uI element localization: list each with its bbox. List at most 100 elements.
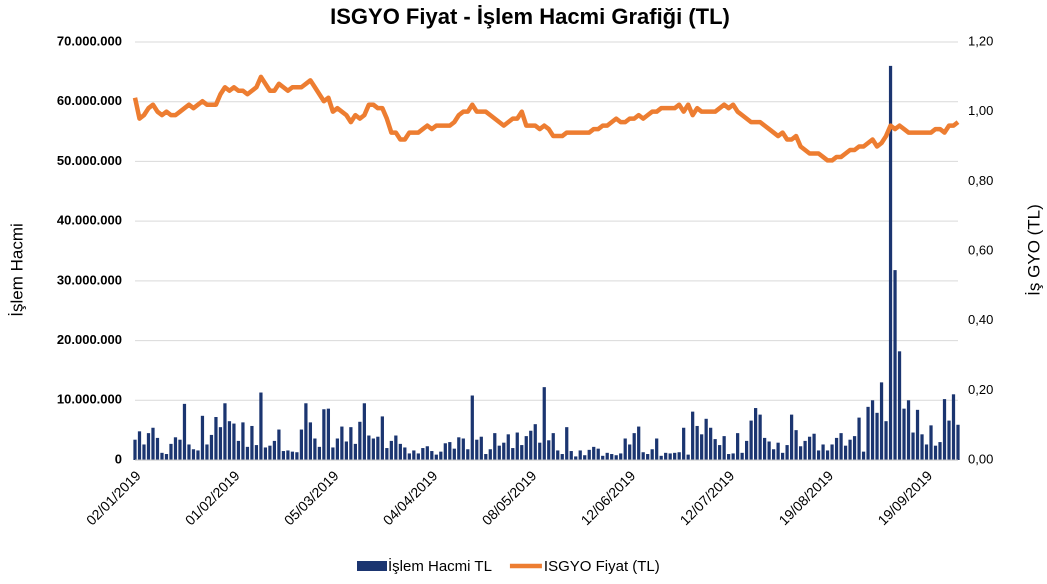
bar (542, 387, 546, 460)
bar (695, 425, 699, 460)
bar (821, 444, 825, 460)
bar (322, 409, 326, 460)
y-tick-label: 30.000.000 (57, 272, 122, 287)
bar (592, 446, 596, 460)
bar (187, 444, 191, 460)
bar (812, 433, 816, 460)
y2-tick-label: 0,00 (968, 451, 993, 466)
bar (727, 454, 731, 460)
bar (700, 434, 704, 460)
bar (434, 454, 438, 460)
bar (870, 400, 875, 460)
bar (344, 441, 348, 460)
bar (605, 452, 609, 460)
bar (897, 351, 902, 460)
bar (502, 442, 506, 460)
bar (133, 439, 137, 460)
bar (560, 454, 564, 460)
y-tick-label: 50.000.000 (57, 153, 122, 168)
bar (358, 421, 362, 460)
bar (839, 433, 843, 460)
price-line (132, 74, 960, 163)
bar (776, 442, 780, 460)
bar (556, 450, 560, 460)
bar (403, 447, 407, 460)
y2-axis-title: İş GYO (TL) (1024, 204, 1043, 296)
y2-tick-label: 0,20 (968, 382, 993, 397)
bar (713, 439, 717, 460)
bar (650, 449, 654, 460)
bar (497, 445, 501, 460)
y-tick-label: 40.000.000 (57, 213, 122, 228)
bar (794, 430, 798, 460)
y-tick-label: 0 (115, 451, 122, 466)
bar (466, 449, 470, 460)
bar (475, 439, 479, 460)
bar (353, 443, 357, 460)
bar (789, 414, 794, 460)
bar (830, 444, 834, 460)
bar (236, 440, 241, 460)
bar (551, 433, 555, 460)
y2-tick-label: 0,40 (968, 312, 993, 327)
bar (875, 412, 879, 460)
bar (619, 453, 623, 460)
bar (286, 450, 290, 460)
bar (254, 445, 259, 460)
bar (461, 438, 465, 460)
legend-label: ISGYO Fiyat (TL) (544, 558, 660, 575)
bar (848, 439, 852, 460)
bar (686, 454, 690, 460)
bar (160, 452, 164, 460)
x-tick-label: 08/05/2019 (479, 467, 540, 528)
bar (861, 451, 866, 460)
bar (164, 454, 169, 460)
bar (470, 395, 474, 460)
bar (879, 382, 884, 460)
bar (529, 430, 533, 460)
bar (385, 448, 389, 460)
bar (866, 406, 870, 460)
bar (290, 451, 295, 460)
bar (929, 425, 933, 460)
bar (956, 424, 960, 460)
bar (173, 437, 178, 460)
bar (169, 443, 173, 460)
bar (398, 443, 402, 460)
bar (709, 427, 713, 460)
bar (155, 437, 160, 460)
bar (610, 454, 614, 460)
bar (416, 453, 420, 460)
bar (223, 403, 227, 460)
bar (587, 449, 591, 460)
y2-tick-label: 0,80 (968, 173, 993, 188)
bar (241, 422, 245, 460)
bar (632, 433, 636, 460)
bar (439, 451, 443, 460)
bar (780, 452, 785, 460)
bar (376, 436, 380, 460)
bar (182, 403, 187, 460)
bar (520, 445, 524, 460)
y2-tick-label: 1,00 (968, 103, 993, 118)
bar (335, 438, 339, 460)
bar (425, 446, 429, 460)
x-tick-label: 12/07/2019 (677, 467, 738, 528)
bar (668, 453, 672, 460)
bar (754, 408, 758, 460)
bar (362, 403, 366, 460)
bar (942, 399, 947, 460)
bar (178, 439, 182, 460)
bar (920, 434, 924, 460)
bar (614, 455, 618, 460)
bar (664, 452, 668, 460)
bar (533, 424, 537, 460)
bar (412, 450, 416, 460)
bar (798, 446, 803, 460)
bar (457, 437, 461, 460)
bar (295, 452, 299, 460)
x-tick-label: 01/02/2019 (182, 467, 243, 528)
bar (628, 444, 632, 460)
bar (443, 443, 447, 460)
bar (538, 442, 542, 460)
